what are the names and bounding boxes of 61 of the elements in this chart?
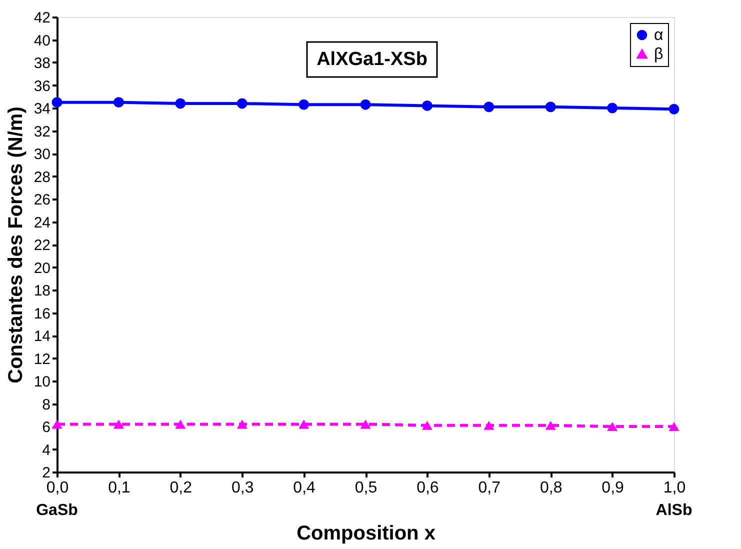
text: AlSb xyxy=(656,502,692,519)
point xyxy=(175,98,186,109)
point xyxy=(113,97,124,108)
point xyxy=(236,420,248,429)
y-tick-label: 12 xyxy=(34,350,50,368)
y-tick-label: 42 xyxy=(34,10,50,26)
point xyxy=(175,420,186,429)
point xyxy=(545,420,556,430)
y-tick-label: 32 xyxy=(34,123,50,140)
point xyxy=(52,97,62,108)
point xyxy=(422,100,432,111)
y-tick-label: 20 xyxy=(34,260,50,277)
x-tick-label: 0,3 xyxy=(231,480,254,496)
point xyxy=(52,420,62,429)
point xyxy=(360,99,371,110)
y-tick-label: 16 xyxy=(34,305,50,322)
y-tick-label: 40 xyxy=(34,32,50,50)
y-tick-label: 10 xyxy=(34,374,50,390)
x-tick-label: 0,1 xyxy=(108,480,130,496)
point xyxy=(484,102,494,112)
y-tick-label: 8 xyxy=(42,396,50,414)
y-axis-title: Constantes des Forces (N/m) xyxy=(4,106,27,384)
point xyxy=(298,99,310,110)
x-tick-label: 0,4 xyxy=(293,480,316,496)
x-tick-label: 0,8 xyxy=(540,480,562,496)
y-tick-label: 18 xyxy=(34,282,50,300)
y-tick-label: 22 xyxy=(34,237,50,254)
x-tick-label: 0,6 xyxy=(416,480,439,496)
point xyxy=(545,102,556,112)
point xyxy=(668,104,680,114)
y-tick-label: 30 xyxy=(34,146,50,163)
point xyxy=(607,422,618,432)
point xyxy=(668,422,680,432)
point xyxy=(236,98,248,109)
y-tick-label: 14 xyxy=(34,328,50,345)
y-tick-label: 34 xyxy=(34,100,50,118)
point xyxy=(360,420,371,429)
x-tick-label: 0,2 xyxy=(170,480,192,496)
point xyxy=(484,420,494,430)
x-tick-label: 0,0 xyxy=(46,480,69,496)
y-tick-label: 2 xyxy=(42,464,50,482)
x-tick-label: 0,9 xyxy=(602,480,624,496)
x-tick-label: 0,5 xyxy=(354,480,378,496)
y-tick-label: 4 xyxy=(42,442,50,459)
annotation: AlXGa1-XSb xyxy=(316,49,428,70)
point xyxy=(298,420,310,429)
point xyxy=(607,102,618,114)
y-tick-label: 24 xyxy=(34,214,50,232)
text: GaSb xyxy=(36,502,78,519)
x-tick-label: 0,7 xyxy=(478,480,501,496)
y-tick-label: 28 xyxy=(34,168,50,186)
y-tick-label: 38 xyxy=(34,55,50,72)
y-tick-label: 26 xyxy=(34,192,50,208)
x-axis-title: Composition x xyxy=(296,522,436,544)
legend-label: β xyxy=(654,46,664,63)
y-tick-label: 6 xyxy=(42,419,50,436)
point xyxy=(422,420,432,430)
x-tick-label: 1,0 xyxy=(663,480,686,496)
legend-label: α xyxy=(654,27,664,44)
point xyxy=(113,420,124,429)
y-tick-label: 36 xyxy=(34,78,50,95)
